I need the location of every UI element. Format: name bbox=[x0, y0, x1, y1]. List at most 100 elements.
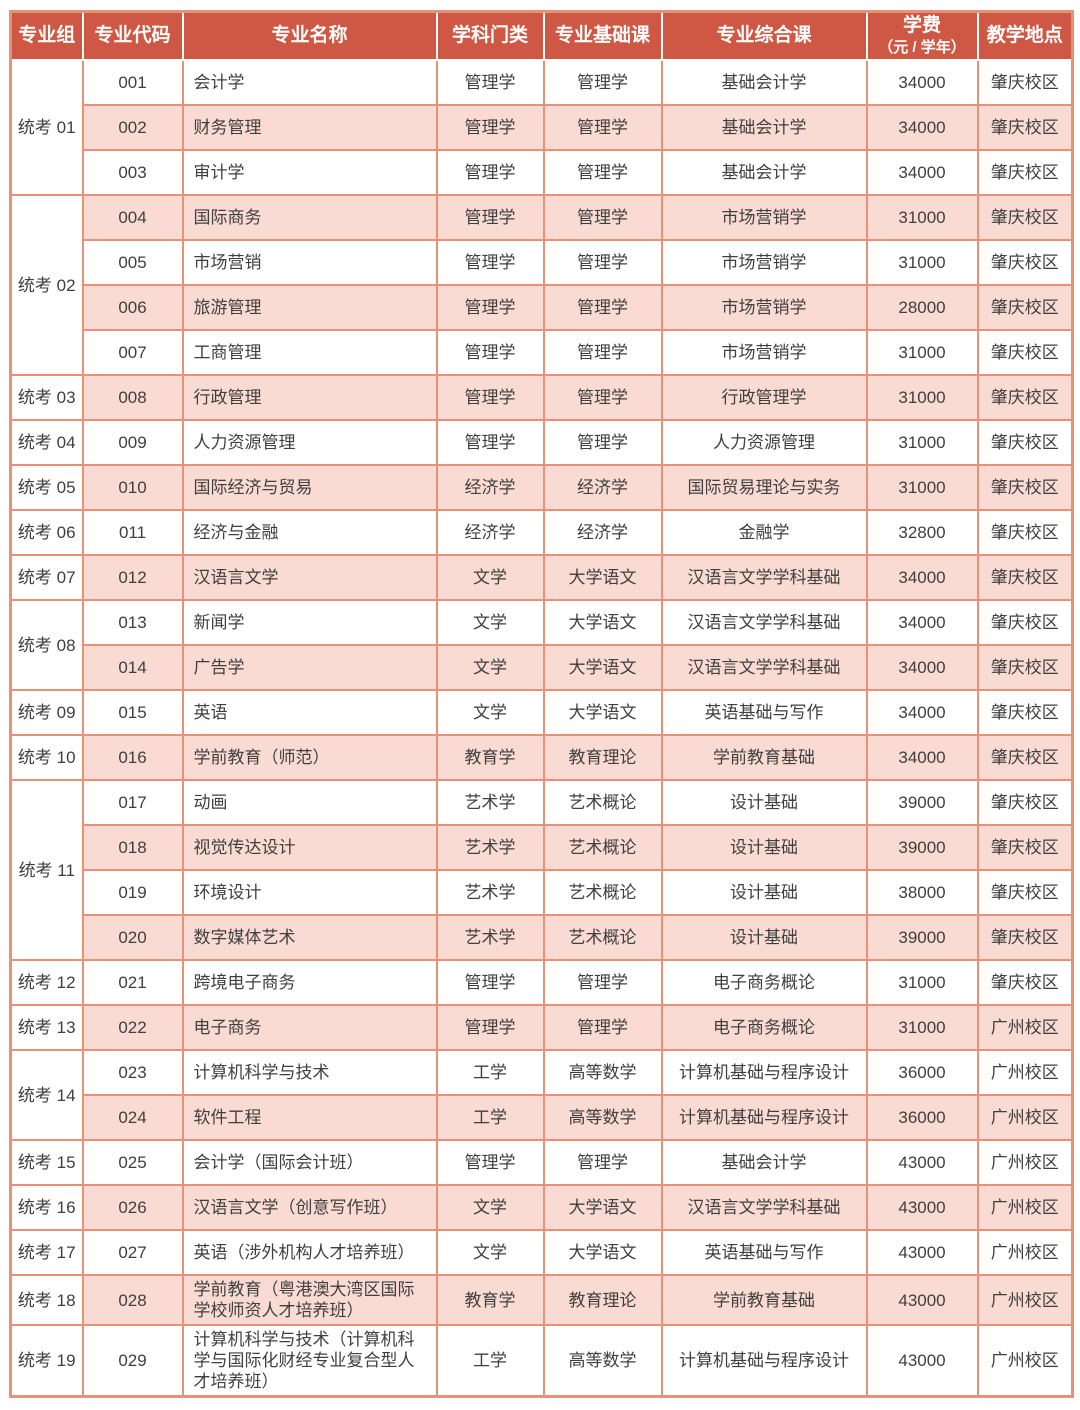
basic-course-cell: 管理学 bbox=[542, 959, 663, 1006]
name-cell: 汉语言文学（创意写作班） bbox=[181, 1184, 438, 1231]
table-row: 014 广告学 文学 大学语文 汉语言文学学科基础 34000 肇庆校区 bbox=[11, 644, 1074, 691]
basic-course-cell: 管理学 bbox=[542, 104, 663, 151]
name-cell: 计算机科学与技术（计算机科学与国际化财经专业复合型人才培养班） bbox=[181, 1324, 438, 1398]
basic-course-cell: 管理学 bbox=[542, 419, 663, 466]
tuition-cell: 36000 bbox=[865, 1049, 979, 1096]
code-cell: 028 bbox=[81, 1274, 184, 1326]
comprehensive-course-cell: 英语基础与写作 bbox=[660, 689, 868, 736]
comprehensive-course-cell: 基础会计学 bbox=[660, 104, 868, 151]
tuition-cell: 43000 bbox=[865, 1324, 979, 1398]
comprehensive-course-cell: 汉语言文学学科基础 bbox=[660, 599, 868, 646]
comprehensive-course-cell: 汉语言文学学科基础 bbox=[660, 644, 868, 691]
table-row: 统考 12 021 跨境电子商务 管理学 管理学 电子商务概论 31000 肇庆校区 bbox=[9, 959, 1074, 1006]
tuition-cell: 43000 bbox=[865, 1184, 979, 1231]
table-row: 统考 06 011 经济与金融 经济学 经济学 金融学 32800 肇庆校区 bbox=[9, 509, 1074, 556]
basic-course-cell: 管理学 bbox=[542, 239, 663, 286]
code-cell: 005 bbox=[81, 239, 184, 286]
location-cell: 广州校区 bbox=[976, 1139, 1074, 1186]
tuition-cell: 34000 bbox=[865, 689, 979, 736]
table-row: 统考 13 022 电子商务 管理学 管理学 电子商务概论 31000 广州校区 bbox=[9, 1004, 1074, 1051]
comprehensive-course-cell: 电子商务概论 bbox=[660, 959, 868, 1006]
code-cell: 009 bbox=[81, 419, 184, 466]
code-cell: 017 bbox=[81, 779, 184, 826]
comprehensive-course-cell: 计算机基础与程序设计 bbox=[660, 1049, 868, 1096]
basic-course-cell: 管理学 bbox=[542, 374, 663, 421]
header-basic-course: 专业基础课 bbox=[542, 10, 663, 61]
table-row: 统考 08 013 新闻学 文学 大学语文 汉语言文学学科基础 34000 肇庆校区 bbox=[9, 599, 1074, 691]
name-cell: 会计学 bbox=[181, 59, 438, 106]
header-discipline: 学科门类 bbox=[435, 10, 545, 61]
comprehensive-course-cell: 计算机基础与程序设计 bbox=[660, 1094, 868, 1141]
comprehensive-course-cell: 汉语言文学学科基础 bbox=[660, 1184, 868, 1231]
name-cell: 工商管理 bbox=[181, 329, 438, 376]
basic-course-cell: 大学语文 bbox=[542, 1184, 663, 1231]
code-cell: 021 bbox=[81, 959, 184, 1006]
discipline-cell: 艺术学 bbox=[435, 869, 545, 916]
basic-course-cell: 管理学 bbox=[542, 1004, 663, 1051]
code-cell: 022 bbox=[81, 1004, 184, 1051]
code-cell: 006 bbox=[81, 284, 184, 331]
location-cell: 肇庆校区 bbox=[976, 779, 1074, 826]
tuition-cell: 31000 bbox=[865, 959, 979, 1006]
table-row: 统考 14 023 计算机科学与技术 工学 高等数学 计算机基础与程序设计 36000 广州校… bbox=[9, 1049, 1074, 1141]
table-row: 统考 11 017 动画 艺术学 艺术概论 设计基础 39000 肇庆校区 bbox=[9, 779, 1074, 961]
comprehensive-course-cell: 行政管理学 bbox=[660, 374, 868, 421]
comprehensive-course-cell: 学前教育基础 bbox=[660, 734, 868, 781]
group-cell: 统考 12 bbox=[9, 959, 84, 1006]
discipline-cell: 教育学 bbox=[435, 734, 545, 781]
code-cell: 010 bbox=[81, 464, 184, 511]
discipline-cell: 管理学 bbox=[435, 374, 545, 421]
location-cell: 广州校区 bbox=[976, 1229, 1074, 1276]
comprehensive-course-cell: 基础会计学 bbox=[660, 59, 868, 106]
table-row: 统考 17 027 英语（涉外机构人才培养班） 文学 大学语文 英语基础与写作 43000 广… bbox=[9, 1229, 1074, 1276]
code-cell: 023 bbox=[81, 1049, 184, 1096]
basic-course-cell: 大学语文 bbox=[542, 1229, 663, 1276]
header-code: 专业代码 bbox=[81, 10, 184, 61]
name-cell: 动画 bbox=[181, 779, 438, 826]
basic-course-cell: 管理学 bbox=[542, 59, 663, 106]
discipline-cell: 管理学 bbox=[435, 959, 545, 1006]
discipline-cell: 工学 bbox=[435, 1049, 545, 1096]
code-cell: 016 bbox=[81, 734, 184, 781]
comprehensive-course-cell: 英语基础与写作 bbox=[660, 1229, 868, 1276]
group-cell: 统考 08 bbox=[9, 599, 84, 691]
table-row: 006 旅游管理 管理学 管理学 市场营销学 28000 肇庆校区 bbox=[11, 284, 1074, 331]
group-cell: 统考 09 bbox=[9, 689, 84, 736]
name-cell: 软件工程 bbox=[181, 1094, 438, 1141]
discipline-cell: 文学 bbox=[435, 1184, 545, 1231]
discipline-cell: 艺术学 bbox=[435, 779, 545, 826]
group-cell: 统考 17 bbox=[9, 1229, 84, 1276]
location-cell: 广州校区 bbox=[976, 1049, 1074, 1096]
name-cell: 旅游管理 bbox=[181, 284, 438, 331]
comprehensive-course-cell: 基础会计学 bbox=[660, 1139, 868, 1186]
basic-course-cell: 管理学 bbox=[542, 194, 663, 241]
discipline-cell: 管理学 bbox=[435, 284, 545, 331]
basic-course-cell: 艺术概论 bbox=[542, 869, 663, 916]
discipline-cell: 管理学 bbox=[435, 1004, 545, 1051]
tuition-cell: 34000 bbox=[865, 734, 979, 781]
tuition-cell: 36000 bbox=[865, 1094, 979, 1141]
location-cell: 肇庆校区 bbox=[976, 734, 1074, 781]
basic-course-cell: 高等数学 bbox=[542, 1094, 663, 1141]
name-cell: 会计学（国际会计班） bbox=[181, 1139, 438, 1186]
code-cell: 001 bbox=[81, 59, 184, 106]
group-cell: 统考 03 bbox=[9, 374, 84, 421]
basic-course-cell: 大学语文 bbox=[542, 554, 663, 601]
tuition-cell: 34000 bbox=[865, 644, 979, 691]
comprehensive-course-cell: 市场营销学 bbox=[660, 284, 868, 331]
name-cell: 市场营销 bbox=[181, 239, 438, 286]
comprehensive-course-cell: 汉语言文学学科基础 bbox=[660, 554, 868, 601]
discipline-cell: 经济学 bbox=[435, 464, 545, 511]
table-row: 统考 15 025 会计学（国际会计班） 管理学 管理学 基础会计学 43000 广州校区 bbox=[9, 1139, 1074, 1186]
name-cell: 经济与金融 bbox=[181, 509, 438, 556]
comprehensive-course-cell: 电子商务概论 bbox=[660, 1004, 868, 1051]
tuition-cell: 31000 bbox=[865, 194, 979, 241]
location-cell: 广州校区 bbox=[976, 1324, 1074, 1398]
comprehensive-course-cell: 金融学 bbox=[660, 509, 868, 556]
tuition-cell: 38000 bbox=[865, 869, 979, 916]
name-cell: 英语（涉外机构人才培养班） bbox=[181, 1229, 438, 1276]
table-row: 统考 02 004 国际商务 管理学 管理学 市场营销学 31000 肇庆校区 bbox=[9, 194, 1074, 376]
header-comprehensive-course: 专业综合课 bbox=[660, 10, 868, 61]
location-cell: 肇庆校区 bbox=[976, 329, 1074, 376]
discipline-cell: 文学 bbox=[435, 599, 545, 646]
